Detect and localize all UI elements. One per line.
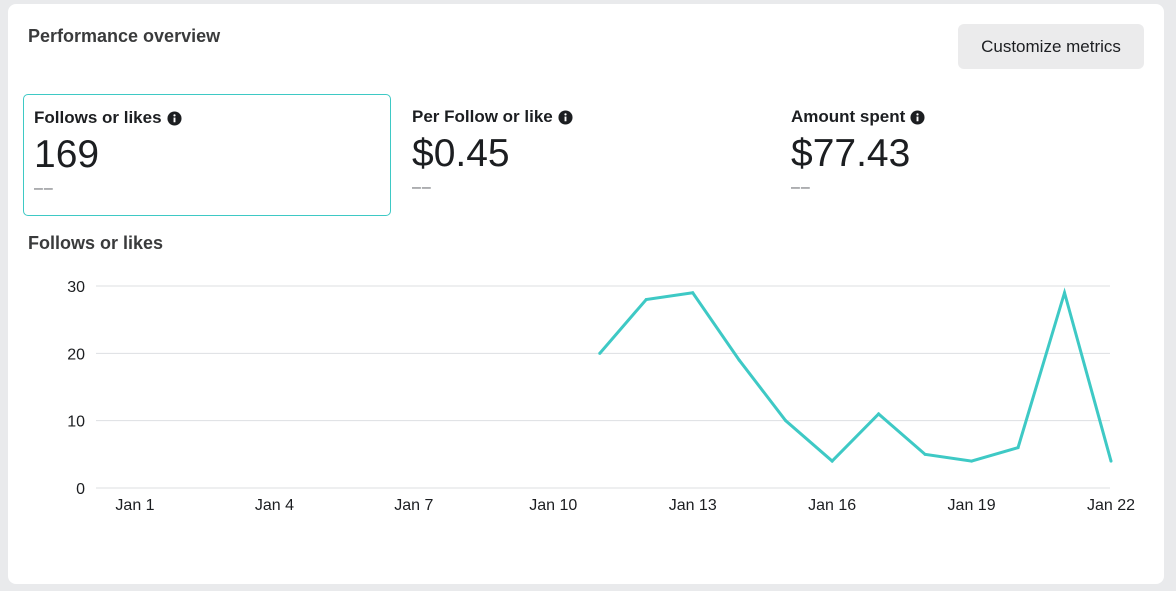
x-tick-label: Jan 4 — [255, 497, 294, 514]
metric-label-row: Follows or likes — [34, 108, 182, 128]
metric-label: Amount spent — [791, 107, 906, 126]
metric-card-per-follow-or-like[interactable]: Per Follow or like $0.45 –– — [402, 94, 770, 216]
data-point — [691, 291, 695, 295]
metric-label-row: Per Follow or like — [412, 107, 573, 127]
metric-label: Per Follow or like — [412, 107, 553, 126]
y-tick-label: 20 — [67, 346, 85, 363]
info-icon[interactable] — [167, 110, 182, 126]
card-title: Performance overview — [28, 26, 221, 46]
metric-card-follows-or-likes[interactable]: Follows or likes 169 –– — [23, 94, 391, 216]
data-point — [784, 419, 788, 423]
x-tick-label: Jan 22 — [1087, 497, 1135, 514]
info-icon[interactable] — [910, 109, 925, 125]
data-point — [970, 459, 974, 463]
data-point — [923, 452, 927, 456]
y-tick-label: 0 — [76, 481, 85, 498]
data-point — [1109, 459, 1113, 463]
info-icon[interactable] — [558, 109, 573, 125]
x-tick-label: Jan 1 — [115, 497, 154, 514]
metric-label-row: Amount spent — [791, 107, 925, 127]
data-point — [830, 459, 834, 463]
chart-gridlines — [96, 285, 1110, 489]
performance-overview-card: Performance overview Customize metrics F… — [8, 4, 1164, 584]
metric-comparison: –– — [412, 179, 432, 196]
chart-title: Follows or likes — [28, 233, 164, 253]
metric-comparison: –– — [791, 179, 811, 196]
chart-x-axis: Jan 1 Jan 4 Jan 7 Jan 10 Jan 13 Jan 16 Jan 19 J… — [115, 497, 1135, 514]
y-tick-label: 10 — [67, 414, 85, 431]
customize-metrics-button[interactable]: Customize metrics — [958, 24, 1144, 69]
chart-y-axis: 0 10 20 30 — [67, 279, 85, 498]
metric-value: $77.43 — [791, 132, 911, 175]
y-tick-label: 30 — [67, 279, 85, 296]
metric-value: $0.45 — [412, 132, 510, 175]
series-line — [598, 287, 1113, 464]
x-tick-label: Jan 7 — [394, 497, 433, 514]
metric-label: Follows or likes — [34, 108, 162, 127]
x-tick-label: Jan 16 — [808, 497, 856, 514]
data-point — [1016, 446, 1020, 450]
data-point — [598, 351, 602, 355]
data-point — [644, 297, 648, 301]
x-tick-label: Jan 10 — [529, 497, 577, 514]
metric-comparison: –– — [34, 180, 54, 197]
chart-series — [598, 287, 1113, 464]
metric-value: 169 — [34, 133, 100, 176]
x-tick-label: Jan 19 — [948, 497, 996, 514]
metric-card-amount-spent[interactable]: Amount spent $77.43 –– — [781, 94, 1149, 216]
x-tick-label: Jan 13 — [669, 497, 717, 514]
data-point — [1063, 291, 1067, 295]
data-point — [877, 412, 881, 416]
data-point — [737, 358, 741, 362]
